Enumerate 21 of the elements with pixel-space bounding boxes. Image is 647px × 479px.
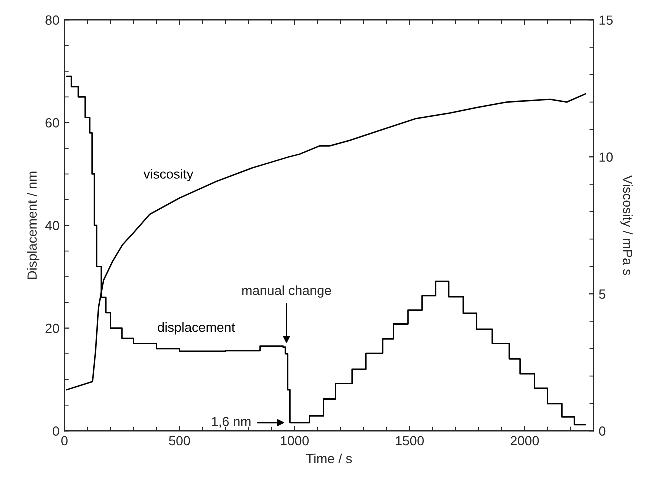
y2-tick-label: 10 [600,152,613,162]
y-tick-label: 40 [45,221,60,231]
x-tick-label: 500 [169,436,190,446]
y2-tick-label: 0 [599,426,606,436]
y-tick-label: 80 [46,16,60,26]
y2-tick-label: 5 [599,290,606,300]
x-tick-label: 2000 [510,436,540,446]
series-label: viscosity [144,169,194,182]
x-tick-label: 1000 [281,436,309,446]
y-tick-label: 0 [53,426,60,436]
x-tick-label: 0 [62,436,68,446]
y2-tick-label: 15 [600,16,613,26]
y2-axis-title: Viscosity / mPa s [620,176,633,276]
annotation: manual change [242,286,332,298]
y-tick-label: 60 [46,118,60,128]
x-axis-title: Time / s [306,454,352,464]
y-tick-label: 20 [46,324,60,334]
x-tick-label: 1500 [396,436,424,446]
series-label: displacement [158,322,236,335]
annotation: 1,6 nm [212,417,251,428]
y-axis-title: Displacement / nm [27,172,40,280]
